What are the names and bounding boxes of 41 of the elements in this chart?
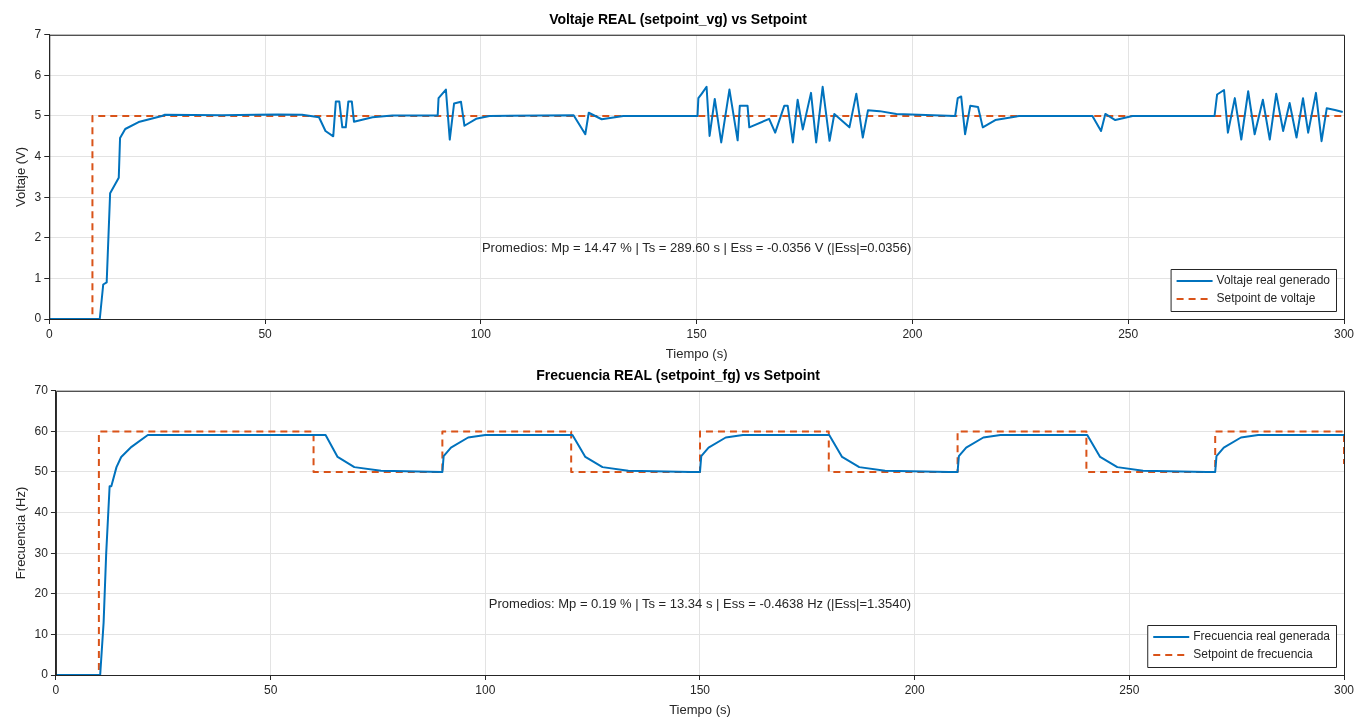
legend-label: Setpoint de voltaje	[1216, 291, 1316, 306]
x-tick-label: 250	[1119, 682, 1140, 697]
y-axis-title: Voltaje (V)	[13, 146, 29, 207]
x-tick-label: 50	[258, 326, 273, 341]
y-tick-label: 7	[34, 27, 42, 42]
x-tick-label: 0	[52, 682, 60, 697]
y-tick-label: 1	[34, 270, 42, 285]
chart-title: Frecuencia REAL (setpoint_fg) vs Setpoint	[536, 367, 821, 384]
annotation: Promedios: Mp = 0.19 % | Ts = 13.34 s | Ess = -0.4638 Hz (|Ess|=1.3540)	[488, 595, 912, 611]
legend-label: Voltaje real generado	[1216, 273, 1331, 288]
y-tick-label: 70	[34, 383, 49, 398]
x-tick-label: 150	[686, 326, 707, 341]
y-axis-title: Frecuencia (Hz)	[13, 486, 29, 580]
y-tick-label: 0	[41, 667, 49, 682]
x-tick-label: 150	[689, 682, 711, 697]
legend-label: Frecuencia real generada	[1193, 629, 1331, 644]
x-tick-label: 300	[1333, 682, 1355, 697]
legend-label: Setpoint de frecuencia	[1193, 647, 1313, 662]
x-tick-label: 300	[1333, 326, 1355, 341]
y-tick-label: 10	[34, 626, 49, 641]
x-tick-label: 100	[470, 326, 492, 341]
chart-title: Voltaje REAL (setpoint_vg) vs Setpoint	[549, 11, 808, 28]
x-tick-label: 200	[902, 326, 923, 341]
y-tick-label: 20	[34, 586, 49, 601]
annotation: Promedios: Mp = 14.47 % | Ts = 289.60 s | Ess = -0.0356 V (|Ess|=0.0356)	[481, 239, 912, 255]
y-tick-label: 5	[34, 108, 42, 123]
y-tick-label: 40	[34, 504, 49, 519]
x-axis-title: Tiempo (s)	[665, 345, 728, 361]
y-tick-label: 2	[34, 230, 42, 245]
x-tick-label: 200	[904, 682, 925, 697]
x-tick-label: 100	[475, 682, 496, 697]
y-tick-label: 6	[34, 67, 42, 82]
x-axis-title: Tiempo (s)	[669, 701, 731, 717]
y-tick-label: 30	[34, 545, 49, 560]
y-tick-label: 0	[34, 311, 42, 326]
y-tick-label: 60	[34, 423, 49, 438]
y-tick-label: 50	[34, 464, 49, 479]
y-tick-label: 3	[34, 189, 42, 204]
x-tick-label: 50	[263, 682, 278, 697]
x-tick-label: 250	[1118, 326, 1139, 341]
y-tick-label: 4	[34, 148, 42, 163]
